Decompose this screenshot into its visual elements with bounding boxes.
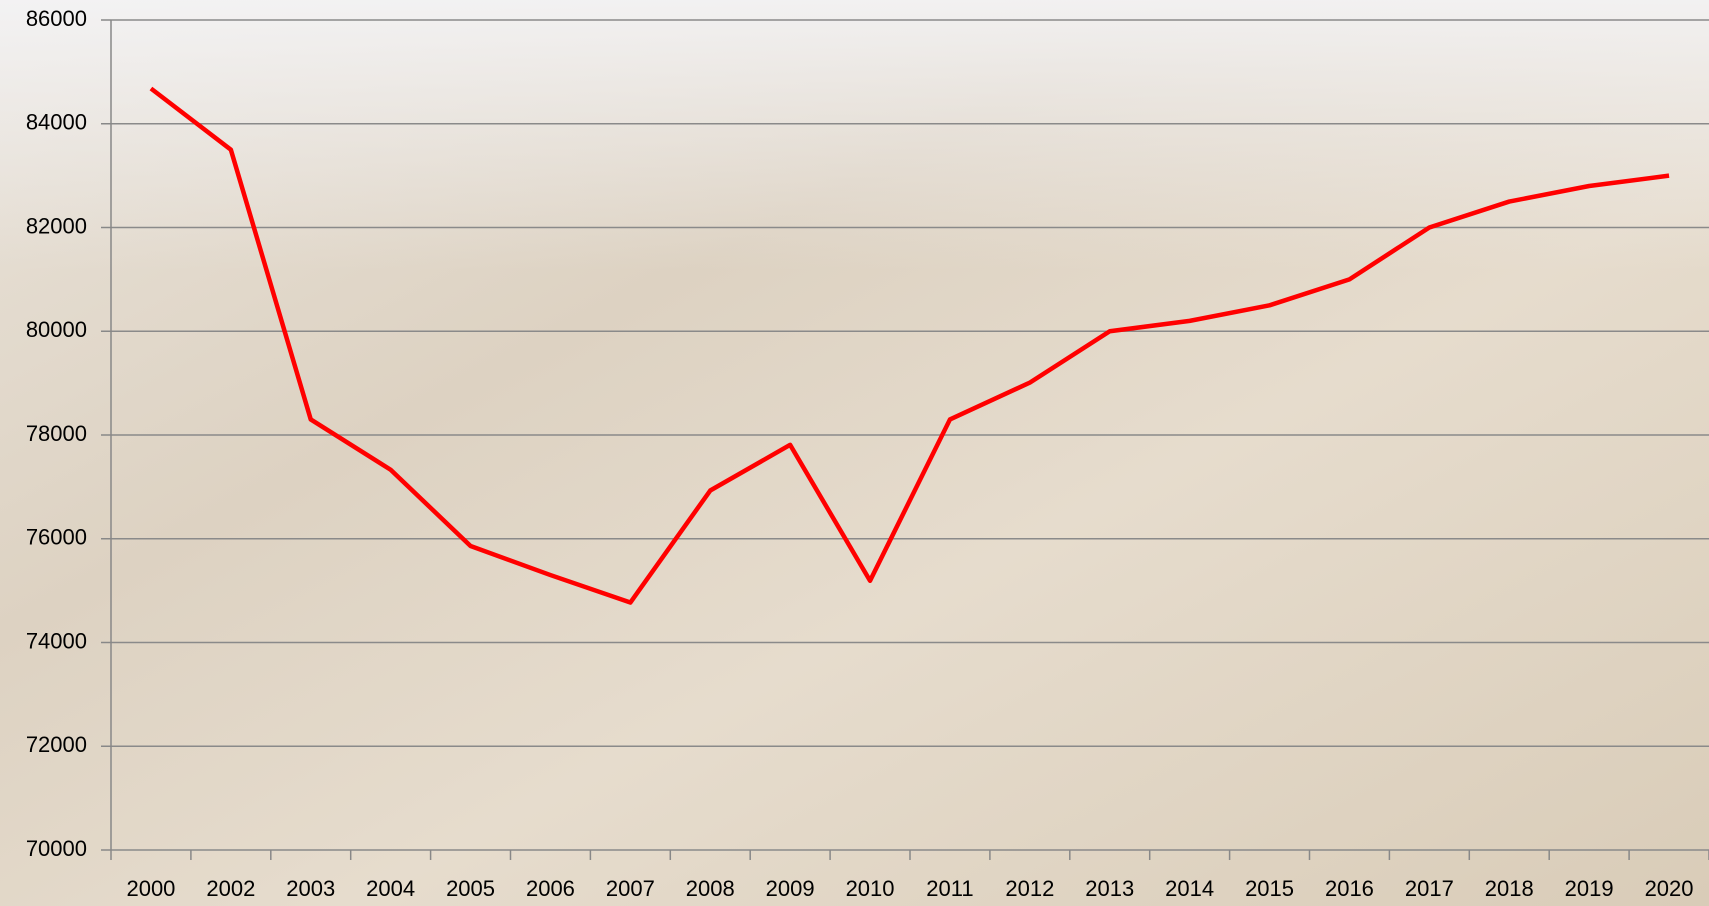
x-tick-label: 2015 xyxy=(1245,876,1294,901)
x-tick-label: 2006 xyxy=(526,876,575,901)
y-tick-label: 72000 xyxy=(26,732,87,757)
data-line xyxy=(149,86,1670,605)
x-tick-label: 2003 xyxy=(286,876,335,901)
x-tick-label: 2012 xyxy=(1005,876,1054,901)
x-tick-label: 2005 xyxy=(446,876,495,901)
y-tick-label: 70000 xyxy=(26,836,87,861)
y-tick-label: 74000 xyxy=(26,628,87,653)
x-tick-label: 2018 xyxy=(1485,876,1534,901)
y-tick-label: 76000 xyxy=(26,525,87,550)
x-tick-label: 2017 xyxy=(1405,876,1454,901)
y-tick-label: 78000 xyxy=(26,421,87,446)
y-tick-label: 84000 xyxy=(26,110,87,135)
x-tick-label: 2011 xyxy=(926,876,973,901)
x-tick-label: 2013 xyxy=(1085,876,1134,901)
x-tick-label: 2007 xyxy=(606,876,655,901)
x-tick-label: 2020 xyxy=(1645,876,1694,901)
x-tick-label: 2014 xyxy=(1165,876,1214,901)
y-tick-label: 82000 xyxy=(26,213,87,238)
x-tick-label: 2010 xyxy=(846,876,895,901)
y-tick-label: 86000 xyxy=(26,6,87,31)
x-tick-label: 2019 xyxy=(1565,876,1614,901)
x-tick-label: 2016 xyxy=(1325,876,1374,901)
x-tick-label: 2008 xyxy=(686,876,735,901)
x-tick-label: 2004 xyxy=(366,876,415,901)
x-tick-label: 2002 xyxy=(206,876,255,901)
x-tick-label: 2000 xyxy=(126,876,175,901)
y-tick-label: 80000 xyxy=(26,317,87,342)
x-tick-label: 2009 xyxy=(766,876,815,901)
